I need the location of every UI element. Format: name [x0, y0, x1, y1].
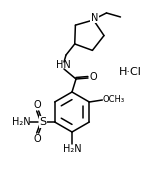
- Text: HN: HN: [56, 60, 70, 70]
- Text: H₂N: H₂N: [63, 144, 81, 154]
- Text: O: O: [89, 72, 97, 82]
- Text: OCH₃: OCH₃: [102, 96, 124, 105]
- Text: S: S: [39, 117, 46, 127]
- Text: O: O: [34, 134, 42, 144]
- Text: O: O: [34, 100, 42, 110]
- Text: N: N: [91, 13, 98, 23]
- Text: H₂N: H₂N: [12, 117, 31, 127]
- Text: H·Cl: H·Cl: [118, 67, 141, 77]
